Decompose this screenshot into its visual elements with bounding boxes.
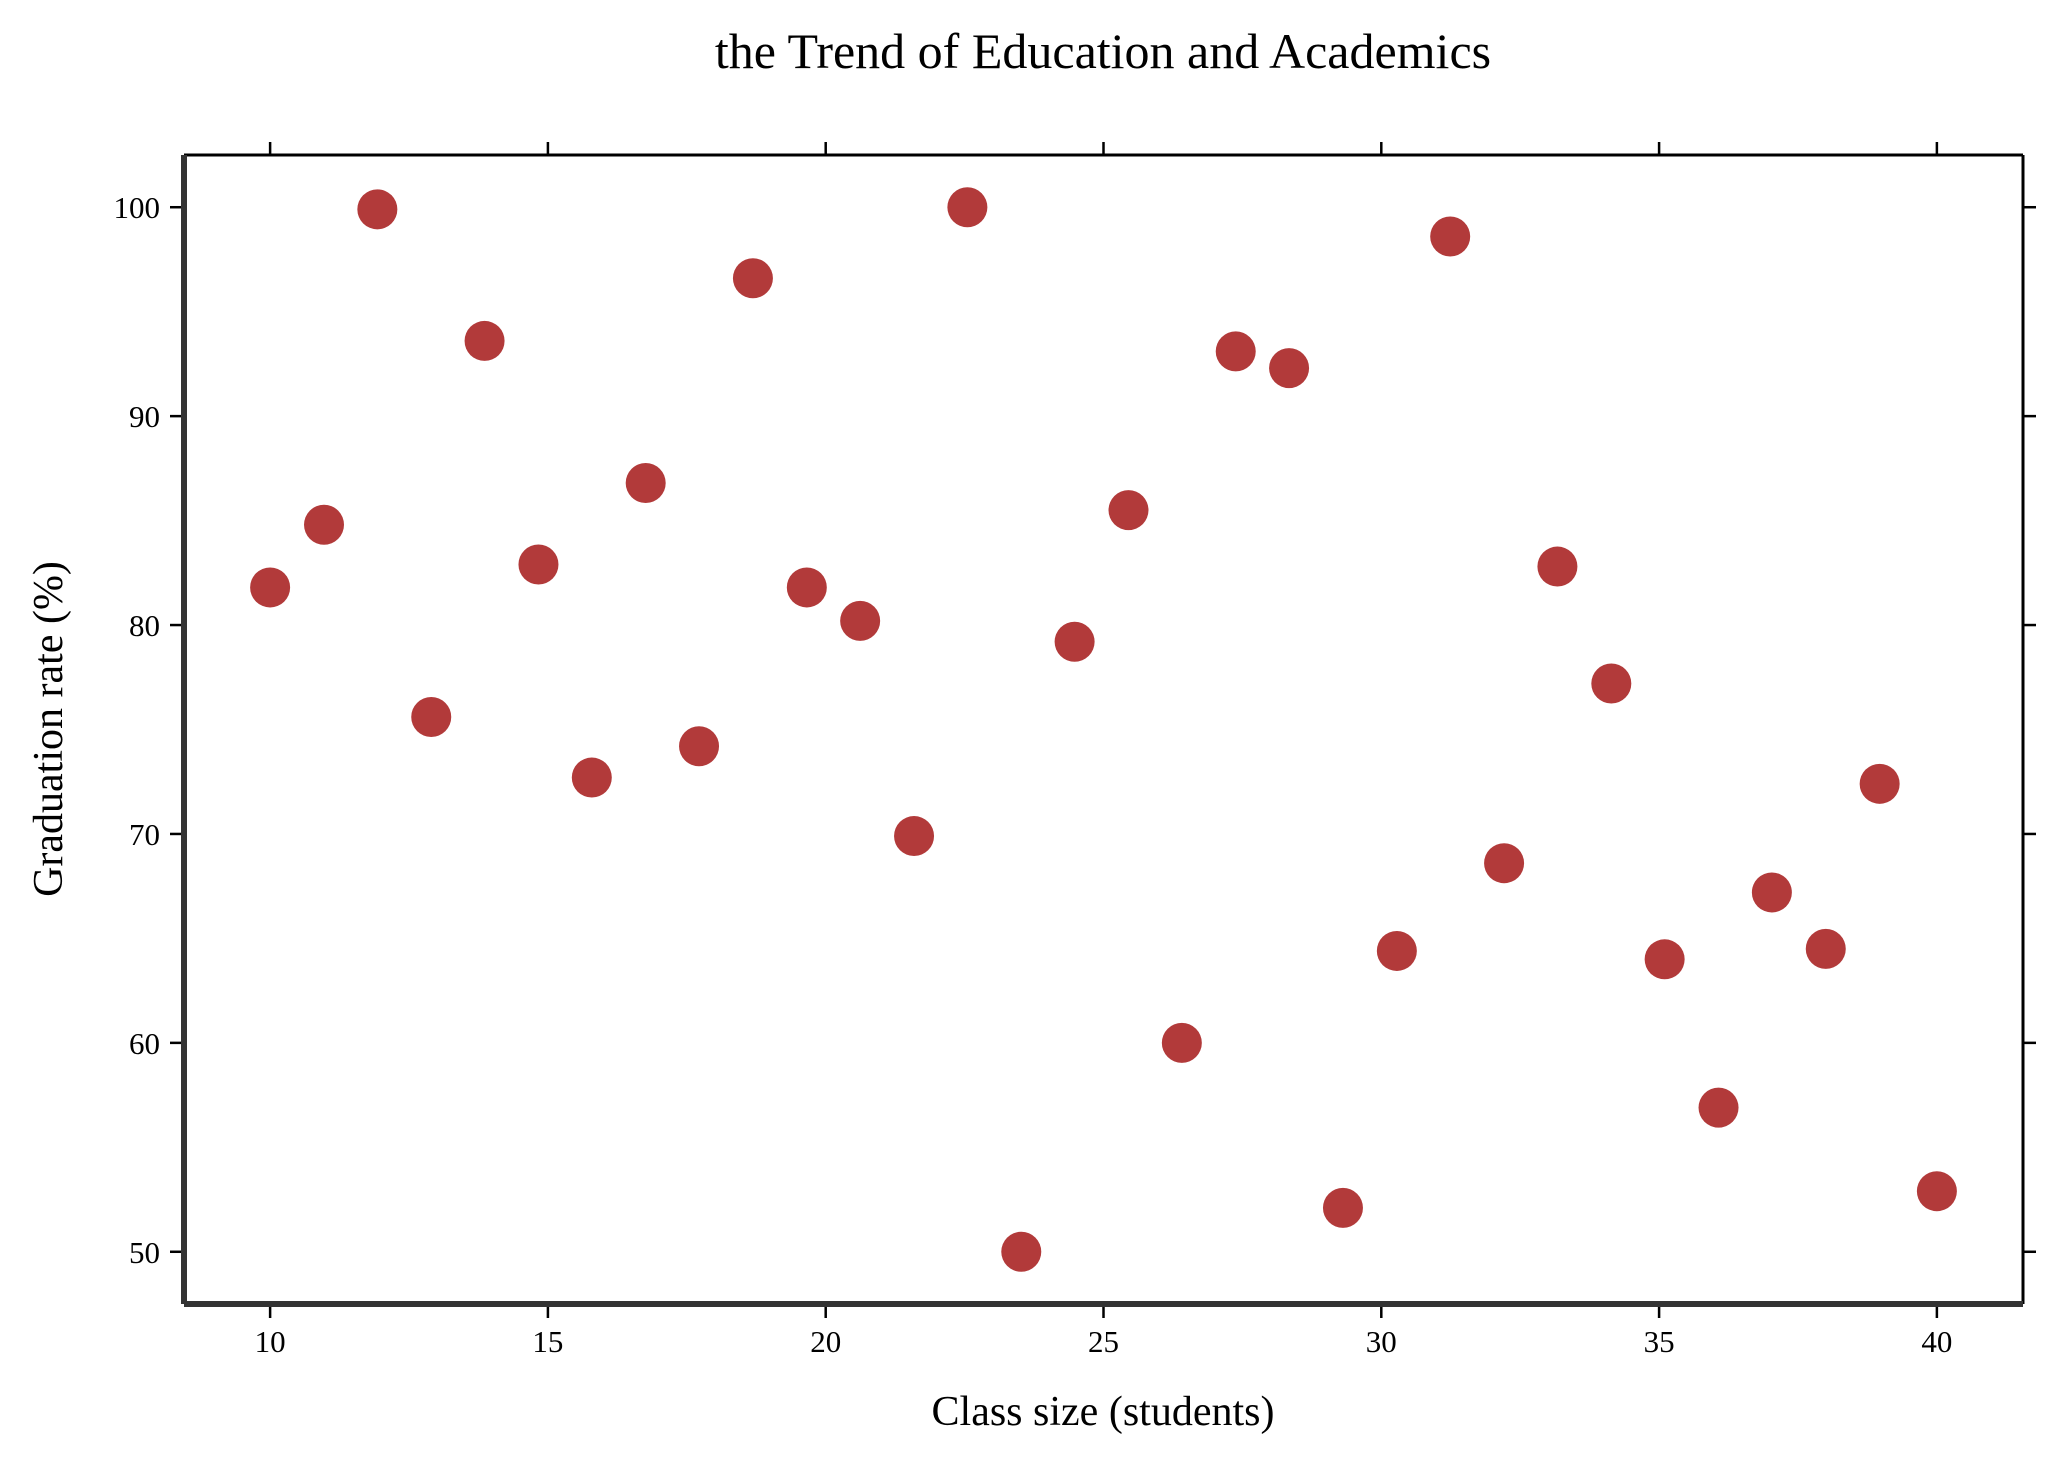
y-tick-label: 50	[129, 1235, 160, 1270]
data-point	[1430, 216, 1471, 257]
data-point	[625, 462, 666, 503]
y-tick-label: 80	[129, 608, 160, 643]
chart-title: the Trend of Education and Academics	[715, 23, 1491, 79]
data-point	[786, 567, 827, 608]
data-point	[304, 504, 345, 545]
data-point	[1591, 663, 1632, 704]
data-point	[894, 816, 935, 857]
data-point	[1698, 1087, 1739, 1128]
data-point	[732, 258, 773, 299]
data-point	[518, 544, 559, 585]
data-point	[357, 189, 398, 230]
data-point	[1537, 546, 1578, 587]
x-tick-label: 40	[1921, 1324, 1952, 1359]
data-point	[464, 320, 505, 361]
y-tick-label: 60	[129, 1026, 160, 1061]
x-tick-label: 30	[1366, 1324, 1397, 1359]
y-tick-label: 100	[114, 190, 161, 225]
data-point	[250, 567, 291, 608]
x-tick-label: 35	[1644, 1324, 1675, 1359]
data-point	[1376, 930, 1417, 971]
scatter-points	[250, 187, 1957, 1272]
data-point	[1108, 490, 1149, 531]
data-point	[840, 600, 881, 641]
data-point	[1484, 843, 1525, 884]
data-point	[1054, 621, 1095, 662]
data-point	[1322, 1187, 1363, 1228]
x-tick-label: 25	[1088, 1324, 1119, 1359]
data-point	[1269, 348, 1310, 389]
x-axis-ticks: 10 15 20 25 30 35 40	[255, 142, 1952, 1359]
data-point	[1215, 331, 1256, 372]
data-point	[1644, 939, 1685, 980]
data-point	[679, 726, 720, 767]
y-tick-label: 90	[129, 399, 160, 434]
x-tick-label: 20	[810, 1324, 841, 1359]
data-point	[1859, 763, 1900, 804]
x-tick-label: 15	[532, 1324, 563, 1359]
data-point	[1161, 1022, 1202, 1063]
x-axis-label: Class size (students)	[932, 1389, 1275, 1435]
y-axis-label: Graduation rate (%)	[26, 561, 72, 897]
y-axis-ticks: 50 60 70 80 90 100	[114, 190, 2036, 1270]
data-point	[411, 696, 452, 737]
data-point	[947, 187, 988, 228]
plot-frame	[181, 153, 2025, 1307]
data-point	[1001, 1231, 1042, 1272]
x-tick-label: 10	[255, 1324, 286, 1359]
y-tick-label: 70	[129, 817, 160, 852]
data-point	[1751, 872, 1792, 913]
data-point	[571, 757, 612, 798]
data-point	[1916, 1171, 1957, 1212]
data-point	[1805, 928, 1846, 969]
